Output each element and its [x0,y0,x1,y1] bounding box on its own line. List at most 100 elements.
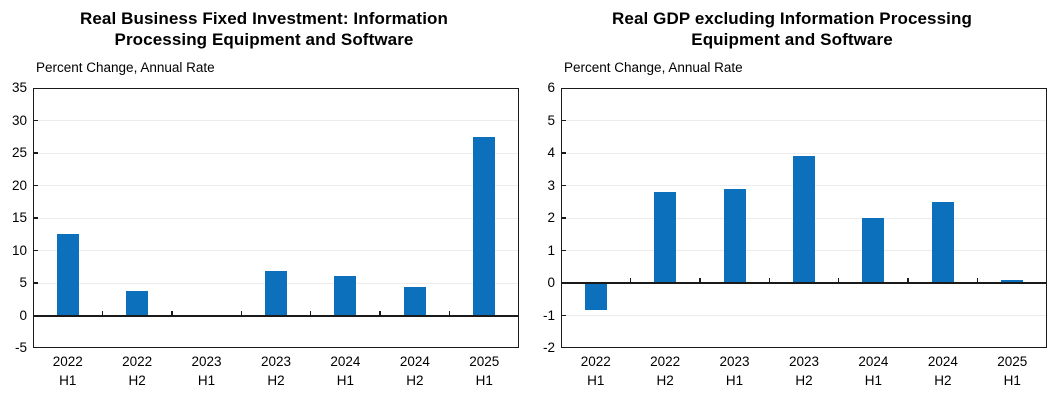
x-axis-tick-label: 2024 H1 [839,352,908,390]
x-axis-zero-line [561,282,1047,284]
y-tick-mark [561,249,566,252]
investment-chart-panel: Real Business Fixed Investment: Informat… [11,9,519,390]
y-axis-tick-label: -2 [542,340,555,355]
x-tick-year: 2023 [191,354,222,369]
bar [723,188,746,283]
x-axis-tick-label: 2023 H2 [769,352,838,390]
grid-line [33,185,519,186]
x-tick-half: H2 [795,373,813,388]
bar [403,286,426,316]
x-tick-half: H2 [128,373,146,388]
y-axis-units-label: Percent Change, Annual Rate [36,60,215,75]
bar [862,218,885,283]
x-axis-tick-label: 2023 H1 [172,352,241,390]
y-tick-mark [33,217,38,219]
y-axis-tick-label: 25 [11,145,27,160]
x-tick-year: 2022 [52,354,83,369]
grid-line [561,120,1047,121]
x-tick-mark [309,310,312,316]
y-axis-tick-label: 15 [11,210,27,225]
x-tick-mark [976,278,979,283]
x-axis-tick-label: 2025 H1 [978,352,1047,390]
grid-line [561,152,1047,154]
plot-area [561,88,1047,348]
chart-title: Real GDP excluding Information Processin… [612,9,972,49]
y-tick-mark [33,184,38,187]
x-tick-mark [629,278,632,283]
grid-line [33,152,519,154]
x-axis-tick-label: 2023 H1 [700,352,769,390]
x-tick-half: H1 [59,373,77,388]
y-tick-mark [33,119,38,122]
plot-area [33,88,519,348]
x-tick-mark [768,278,771,283]
x-tick-year: 2022 [650,354,681,369]
y-tick-mark [561,282,566,284]
x-tick-half: H1 [336,373,355,388]
x-tick-year: 2022 [122,354,153,369]
y-tick-mark [561,314,566,317]
bar [931,201,954,283]
x-tick-half: H2 [656,373,674,388]
x-tick-half: H1 [725,373,744,388]
y-axis-tick-label: 0 [547,275,555,290]
x-axis-tick-label: 2022 H2 [630,352,699,390]
gdp-chart-panel: Real GDP excluding Information Processin… [528,0,1056,404]
x-tick-mark [907,278,909,283]
x-axis-tick-label: 2022 H1 [33,352,102,390]
y-axis-units-label: Percent Change, Annual Rate [564,60,743,75]
x-tick-half: H2 [934,373,952,388]
x-tick-year: 2024 [927,354,958,369]
x-axis-tick-label: 2024 H2 [908,352,977,390]
bar [56,234,79,316]
x-tick-half: H1 [475,373,493,388]
y-axis-tick-label: 30 [11,112,27,128]
y-tick-mark [33,282,38,284]
bar [793,156,815,283]
x-tick-mark [379,310,381,316]
x-tick-year: 2023 [788,354,820,369]
y-tick-mark [33,249,38,252]
x-tick-year: 2023 [260,354,292,369]
x-axis-tick-label: 2023 H2 [241,352,310,390]
x-tick-year: 2023 [719,354,750,369]
x-tick-year: 2025 [997,354,1028,369]
x-axis-tick-label: 2022 H1 [561,352,630,390]
x-axis-tick-label: 2024 H1 [311,352,380,390]
y-tick-mark [561,152,566,154]
x-tick-half: H2 [267,373,285,388]
y-axis-tick-label: 5 [19,275,27,290]
x-tick-year: 2022 [580,354,611,369]
grid-line [33,120,519,121]
y-axis-tick-label: 2 [547,210,555,225]
y-axis-tick-label: 0 [19,307,27,323]
bar [334,275,357,316]
x-tick-half: H1 [864,373,883,388]
y-axis-tick-label: 20 [11,177,27,193]
x-tick-year: 2025 [469,354,500,369]
bar [654,192,677,283]
y-axis-tick-label: 35 [11,80,27,95]
x-tick-year: 2024 [399,354,430,369]
grid-line [33,217,519,219]
x-axis-tick-label: 2025 H1 [450,352,519,390]
y-axis-tick-label: 3 [547,177,555,193]
x-axis-tick-label: 2022 H2 [102,352,171,390]
x-tick-half: H1 [197,373,216,388]
x-tick-half: H1 [1003,373,1021,388]
y-axis-tick-label: -1 [542,307,555,323]
y-axis-tick-label: 6 [547,80,555,95]
y-tick-mark [33,314,38,317]
y-axis-tick-label: 4 [547,145,555,160]
bar [1001,279,1024,283]
y-axis-tick-label: 10 [11,242,27,258]
x-tick-mark [171,310,173,316]
x-axis-zero-line [33,314,519,317]
y-tick-mark [561,119,566,122]
x-tick-mark [837,278,840,283]
y-axis-tick-label: -5 [14,340,27,355]
x-tick-mark [699,278,701,283]
x-tick-half: H2 [406,373,424,388]
y-axis-tick-label: 1 [547,242,555,258]
